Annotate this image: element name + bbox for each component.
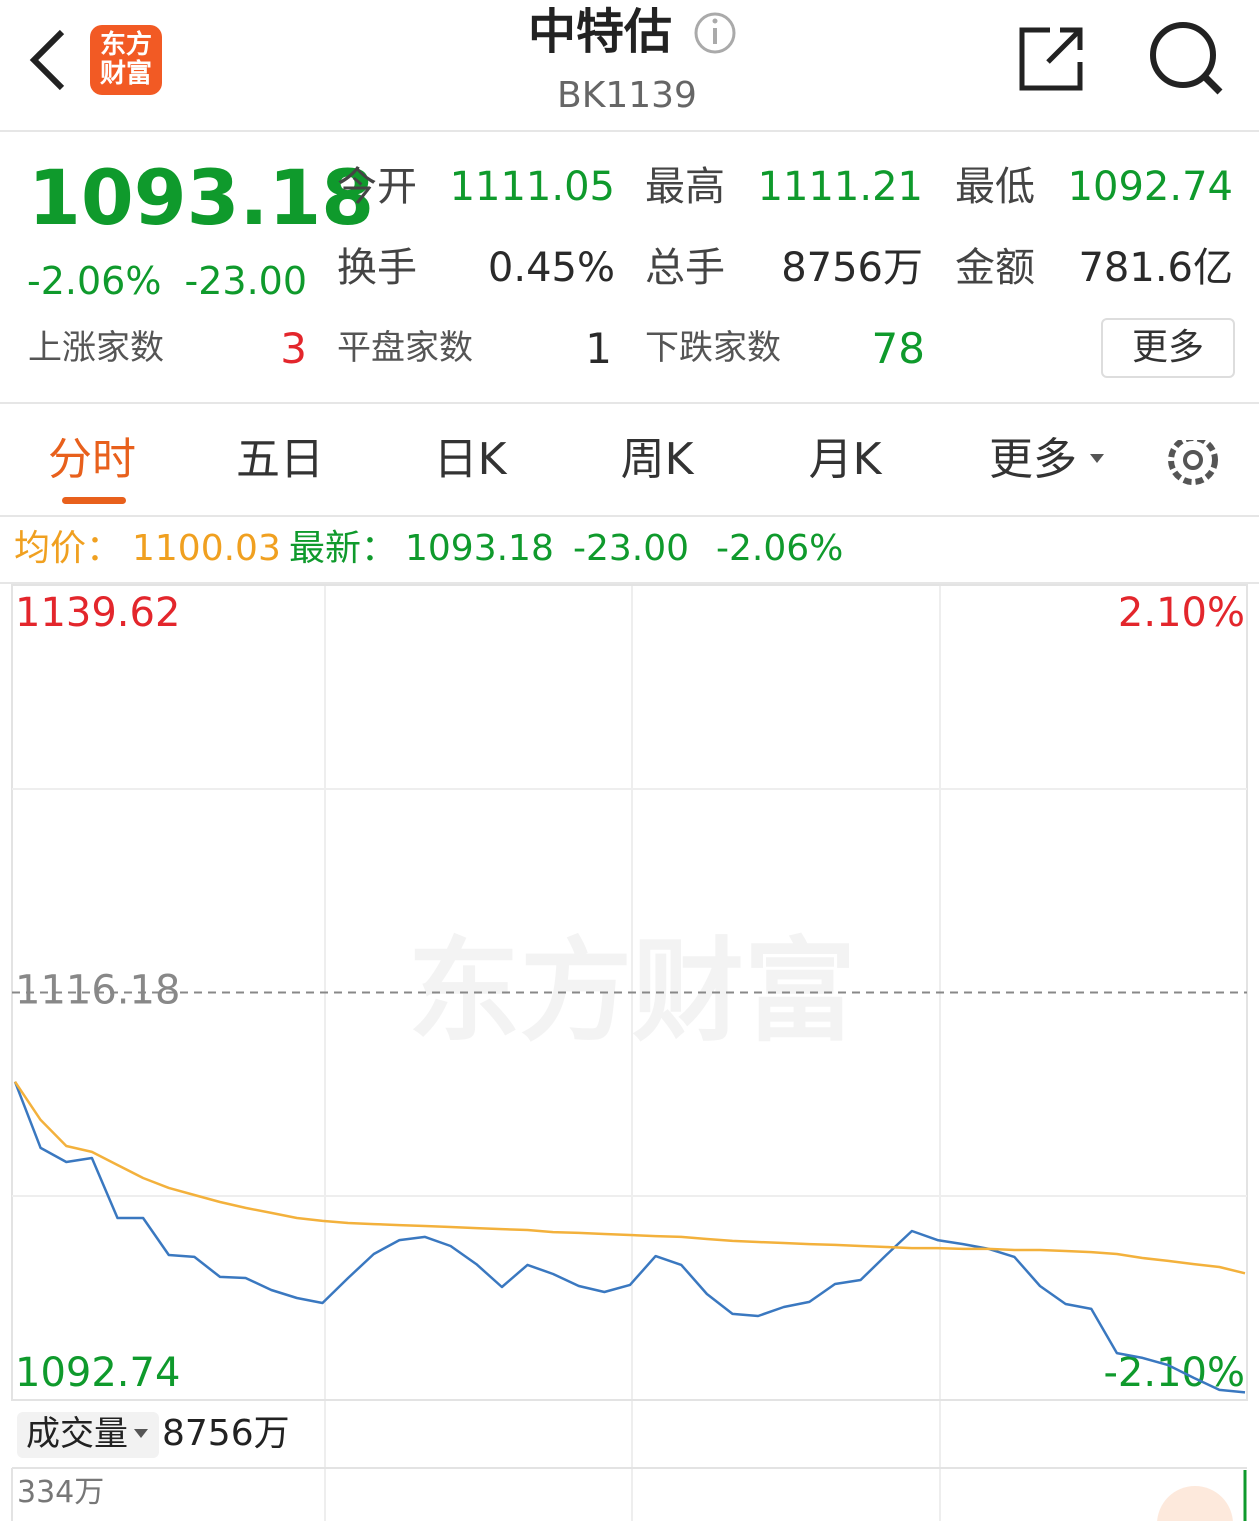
last-change: -23.00: [573, 528, 690, 569]
stat-value: 781.6亿: [1078, 245, 1233, 291]
tab-underline: [62, 497, 126, 504]
tab[interactable]: 周K: [620, 434, 694, 485]
stat-value: 1111.05: [449, 164, 615, 210]
breadth-value: 3: [280, 324, 307, 373]
stat-label: 最高: [645, 164, 725, 210]
logo-text: 东方财富: [99, 30, 152, 89]
info-icon[interactable]: [694, 12, 736, 54]
tab-icons: [1090, 440, 1218, 485]
change: -23.00: [184, 259, 308, 303]
top-bar-icons: [29, 12, 1223, 95]
price-line: [13, 1081, 1246, 1275]
breadth-label: 下跌家数: [645, 328, 781, 368]
volume-max: 334万: [17, 1475, 105, 1510]
breadth-value: 1: [585, 324, 612, 373]
last-value: 1093.18: [405, 528, 554, 569]
stat-value: 1111.21: [757, 164, 923, 210]
price-line: [13, 1081, 1246, 1394]
stat-label: 金额: [955, 245, 1035, 291]
volume-selector[interactable]: [17, 1412, 159, 1458]
volume-arrow: [134, 1429, 148, 1438]
dropdown-arrow: [134, 1429, 148, 1438]
y2-tick-label: 2.10%: [1118, 590, 1245, 636]
price: 1093.18: [28, 153, 375, 242]
share-icon[interactable]: [1019, 27, 1083, 91]
stat-label: 今开: [337, 164, 417, 210]
logo[interactable]: [90, 25, 162, 95]
avg-label: 均价：: [14, 528, 123, 569]
change-pct: -2.06%: [27, 259, 162, 303]
tab[interactable]: 五日: [236, 434, 324, 485]
stat-value: 1092.74: [1067, 164, 1233, 210]
tab[interactable]: 更多: [989, 434, 1077, 485]
back-button[interactable]: [29, 29, 65, 91]
tab[interactable]: 日K: [433, 434, 507, 485]
y-tick-label: 1092.74: [15, 1350, 180, 1396]
stat-label: 最低: [955, 164, 1035, 210]
tab-active[interactable]: 分时: [48, 434, 136, 485]
breadth-label: 上涨家数: [28, 328, 164, 368]
title: 中特估: [527, 4, 673, 60]
info-icon-dot: [712, 18, 718, 24]
stat-label: 总手: [645, 245, 725, 291]
stat-value: 0.45%: [487, 245, 615, 291]
breadth-label: 平盘家数: [337, 328, 473, 368]
divider: [0, 130, 1259, 132]
search-icon[interactable]: [1150, 22, 1216, 88]
float-button[interactable]: [1157, 1486, 1233, 1521]
last-change-pct: -2.06%: [716, 528, 844, 569]
search-icon-handle: [1202, 74, 1223, 95]
settings-icon[interactable]: [1168, 440, 1218, 485]
stat-label: 换手: [337, 245, 417, 291]
divider: [0, 515, 1259, 517]
last-label: 最新：: [289, 528, 398, 569]
y2-tick-label: -2.10%: [1103, 1350, 1245, 1396]
divider: [0, 402, 1259, 404]
code: BK1139: [557, 75, 697, 116]
dropdown-arrow: [1090, 454, 1104, 463]
breadth-value: 78: [871, 324, 925, 373]
avg-value: 1100.03: [132, 528, 281, 569]
more-button[interactable]: 更多: [1101, 318, 1235, 378]
y-tick-label: 1139.62: [15, 590, 180, 636]
divider: [0, 582, 1259, 584]
y-tick-label: 1116.18: [15, 968, 180, 1014]
volume-total: 8756万: [162, 1413, 290, 1454]
stat-value: 8756万: [781, 245, 923, 291]
settings-icon-core: [1183, 450, 1203, 470]
volume-label: 成交量: [26, 1414, 128, 1454]
tab[interactable]: 月K: [808, 434, 882, 485]
